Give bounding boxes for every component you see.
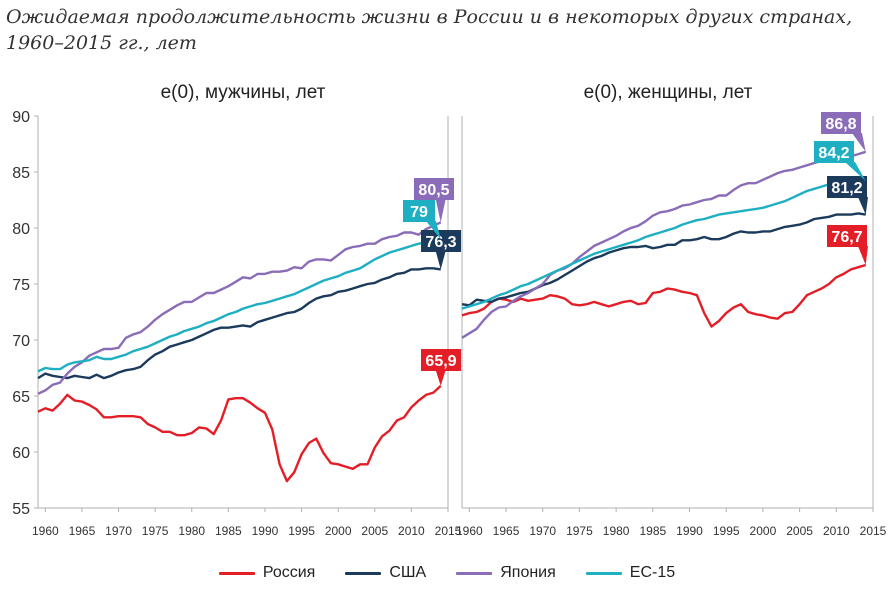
end-label-pointer <box>435 199 446 223</box>
end-label-box <box>414 178 454 200</box>
end-label-box <box>827 225 867 247</box>
x-tick-label: 2005 <box>786 524 813 538</box>
series-line-japan <box>461 150 867 339</box>
x-tick-label: 1960 <box>32 524 59 538</box>
legend-swatch <box>456 571 493 575</box>
legend-item-usa: США <box>345 564 426 582</box>
y-tick-label: 85 <box>12 165 30 182</box>
end-label-box <box>814 141 854 163</box>
x-tick-label: 1985 <box>215 524 242 538</box>
end-label-text: 76,3 <box>425 234 456 251</box>
y-tick-label: 75 <box>12 277 30 294</box>
x-tick-label: 1985 <box>639 524 666 538</box>
end-label-pointer <box>858 246 868 265</box>
x-tick-label: 2000 <box>325 524 352 538</box>
end-label-japan: 80,5 <box>414 178 454 223</box>
series-line-eu15 <box>37 238 442 373</box>
end-label-text: 81,2 <box>831 180 862 197</box>
y-tick-label: 90 <box>12 109 30 126</box>
series-line-japan <box>37 221 442 395</box>
legend-label: Россия <box>262 564 316 581</box>
x-tick-label: 1975 <box>142 524 169 538</box>
end-label-pointer <box>845 162 866 181</box>
x-tick-label: 1970 <box>529 524 556 538</box>
x-tick-label: 1980 <box>603 524 630 538</box>
end-label-text: 65,9 <box>425 353 456 370</box>
end-label-text: 84,2 <box>818 145 849 162</box>
x-tick-label: 2005 <box>361 524 388 538</box>
figure-title-line-2: 1960–2015 гг., лет <box>6 32 197 54</box>
end-label-pointer <box>852 133 866 152</box>
legend-label: ЕС-15 <box>629 564 676 581</box>
legend-item-eu15: ЕС-15 <box>585 564 676 582</box>
legend-label: Япония <box>500 564 556 581</box>
y-tick-label: 65 <box>12 389 30 406</box>
end-label-pointer <box>435 370 446 386</box>
chart-legend: Россия США Япония ЕС-15 <box>0 562 894 584</box>
end-label-box <box>421 230 461 252</box>
end-label-text: 80,5 <box>418 182 449 199</box>
end-label-eu15: 79 <box>403 200 441 240</box>
legend-item-japan: Япония <box>456 564 556 582</box>
legend-swatch <box>345 571 382 575</box>
x-tick-label: 2010 <box>398 524 425 538</box>
end-label-russia: 76,7 <box>827 225 868 265</box>
end-label-eu15: 84,2 <box>814 141 866 181</box>
y-tick-label: 60 <box>12 445 30 462</box>
end-label-pointer <box>426 221 441 240</box>
y-tick-label: 80 <box>12 221 30 238</box>
panel-title: e(0), женщины, лет <box>584 82 753 103</box>
figure-title-line-1: Ожидаемая продолжительность жизни в Росс… <box>6 6 853 28</box>
end-label-box <box>827 176 867 198</box>
legend-item-russia: Россия <box>218 564 316 582</box>
x-tick-label: 1995 <box>713 524 740 538</box>
x-tick-label: 2000 <box>750 524 777 538</box>
chart-panel-men: e(0), мужчины, лет 55 60 65 70 75 80 85 90 1960 19… <box>12 82 461 538</box>
x-tick-label: 2015 <box>860 524 887 538</box>
x-tick-label: 1975 <box>566 524 593 538</box>
end-label-box <box>403 200 435 222</box>
x-tick-label: 1990 <box>676 524 703 538</box>
x-tick-label: 1965 <box>493 524 520 538</box>
panel-title: e(0), мужчины, лет <box>161 82 326 103</box>
end-label-usa: 76,3 <box>421 230 461 270</box>
x-tick-label: 2010 <box>823 524 850 538</box>
series-line-russia <box>461 263 867 328</box>
legend-label: США <box>389 564 427 581</box>
charts-canvas: e(0), мужчины, лет 55 60 65 70 75 80 85 90 1960 19… <box>12 82 887 538</box>
end-label-text: 79 <box>410 204 428 221</box>
series-line-usa <box>461 212 866 307</box>
end-label-usa: 81,2 <box>827 176 868 215</box>
series-line-usa <box>37 267 441 380</box>
end-label-text: 76,7 <box>831 229 862 246</box>
x-tick-label: 1960 <box>456 524 483 538</box>
legend-swatch <box>585 571 622 575</box>
y-tick-label: 70 <box>12 333 30 350</box>
series-line-russia <box>37 385 442 483</box>
figure-title: Ожидаемая продолжительность жизни в Росс… <box>6 4 886 56</box>
end-label-text: 86,8 <box>825 116 856 133</box>
end-label-russia: 65,9 <box>421 349 461 386</box>
legend-swatch <box>218 571 255 575</box>
x-tick-label: 1980 <box>178 524 205 538</box>
x-tick-label: 1965 <box>69 524 96 538</box>
end-label-pointer <box>435 251 446 270</box>
end-label-pointer <box>858 197 868 215</box>
end-label-japan: 86,8 <box>821 112 866 152</box>
x-tick-label: 1990 <box>252 524 279 538</box>
end-label-box <box>821 112 861 134</box>
y-tick-label: 55 <box>12 501 30 518</box>
x-tick-label: 2015 <box>435 524 462 538</box>
chart-panel-women: e(0), женщины, лет 1960 1965 1970 1975 1980 19… <box>456 82 887 538</box>
end-label-box <box>421 349 461 371</box>
x-tick-label: 1995 <box>288 524 315 538</box>
x-tick-label: 1970 <box>105 524 132 538</box>
series-line-eu15 <box>461 179 866 310</box>
